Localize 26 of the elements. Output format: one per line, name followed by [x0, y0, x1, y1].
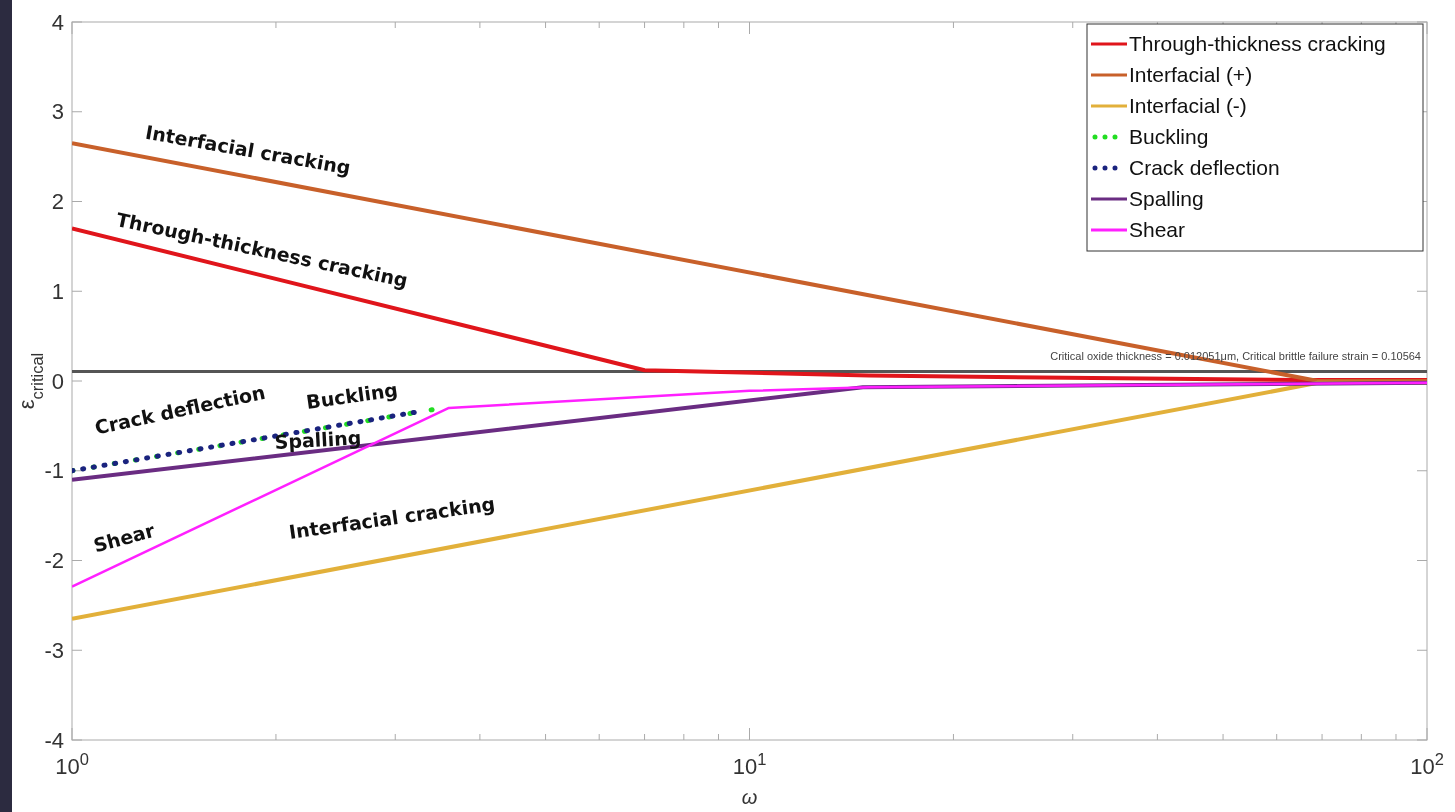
- annotation: Spalling: [274, 426, 362, 453]
- y-tick-label: 0: [51, 368, 64, 394]
- x-tick-label: 10$^{1}$: [732, 750, 767, 779]
- y-tick-label: 2: [51, 189, 64, 215]
- y-tick-label: 1: [51, 278, 64, 304]
- legend-label: Shear: [1129, 218, 1186, 242]
- y-tick-label: -3: [44, 637, 64, 663]
- y-tick-label: 4: [51, 9, 64, 35]
- legend-label: Through-thickness cracking: [1129, 32, 1386, 56]
- annotation: Interfacial cracking: [143, 120, 353, 179]
- annotation: Crack deflection: [92, 380, 268, 439]
- y-tick-label: -1: [44, 458, 64, 484]
- legend-label: Interfacial (-): [1129, 94, 1247, 118]
- x-axis-title: ω: [741, 786, 758, 808]
- legend-label: Spalling: [1129, 187, 1204, 211]
- annotation: Shear: [90, 518, 158, 557]
- y-tick-label: -4: [44, 727, 64, 753]
- y-tick-label: 3: [51, 99, 64, 125]
- y-tick-label: -2: [44, 548, 64, 574]
- annotation: Buckling: [304, 378, 400, 413]
- x-tick-label: 10$^{0}$: [55, 750, 89, 779]
- x-tick-label: 10$^{2}$: [1410, 750, 1444, 779]
- annotation: Interfacial cracking: [287, 492, 497, 543]
- legend-label: Interfacial (+): [1129, 63, 1253, 87]
- legend-label: Buckling: [1129, 125, 1209, 149]
- legend-label: Crack deflection: [1129, 156, 1280, 180]
